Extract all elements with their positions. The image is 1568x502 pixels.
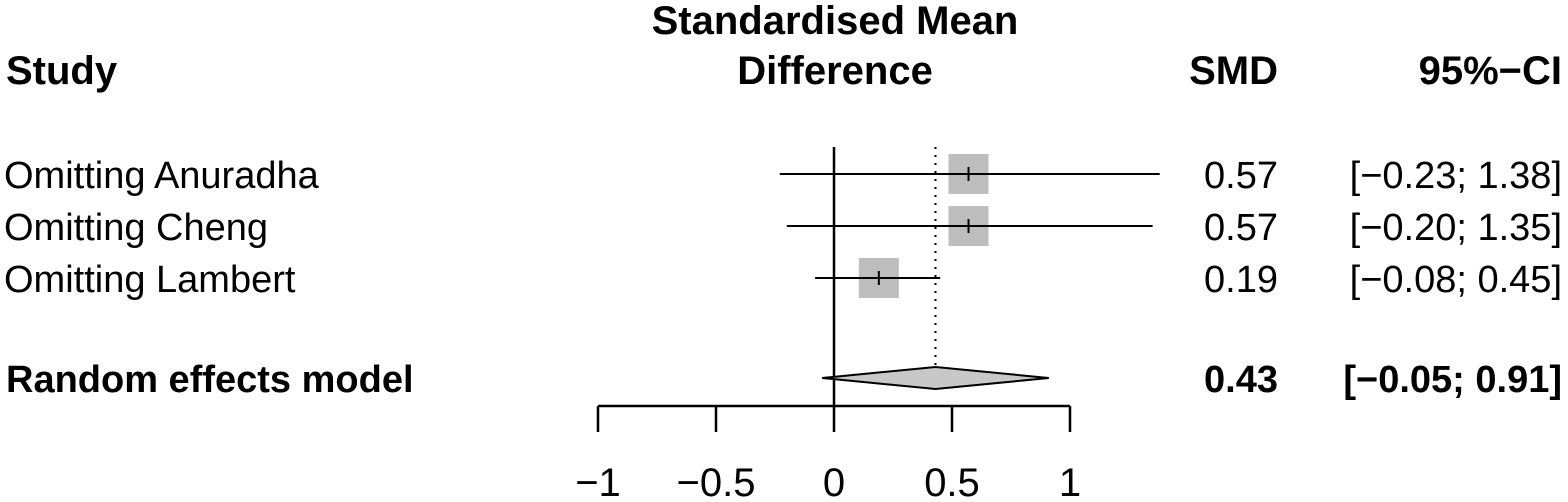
study-label-3: Omitting Lambert bbox=[4, 259, 296, 301]
column-header-ci: 95%−CI bbox=[1419, 49, 1562, 93]
smd-value-3: 0.19 bbox=[1204, 259, 1278, 301]
x-tick-label-5: 1 bbox=[1059, 461, 1081, 502]
ci-value-2: [−0.20; 1.35] bbox=[1350, 207, 1562, 249]
pooled-smd-value: 0.43 bbox=[1204, 359, 1278, 401]
x-tick-label-3: 0 bbox=[823, 461, 845, 502]
pooled-diamond bbox=[822, 365, 1049, 391]
title-line-2: Difference bbox=[737, 49, 933, 93]
ci-value-3: [−0.08; 0.45] bbox=[1350, 259, 1562, 301]
x-tick-label-1: −1 bbox=[575, 461, 621, 502]
x-tick-label-2: −0.5 bbox=[677, 461, 756, 502]
title-line-1: Standardised Mean bbox=[652, 0, 1019, 43]
column-header-smd: SMD bbox=[1189, 49, 1278, 93]
smd-value-2: 0.57 bbox=[1204, 207, 1278, 249]
column-header-study: Study bbox=[6, 49, 118, 93]
pooled-ci-value: [−0.05; 0.91] bbox=[1343, 359, 1562, 401]
ci-value-1: [−0.23; 1.38] bbox=[1350, 155, 1562, 197]
study-label-1: Omitting Anuradha bbox=[4, 155, 320, 197]
plot-area bbox=[596, 147, 1160, 432]
smd-value-1: 0.57 bbox=[1204, 155, 1278, 197]
x-tick-label-4: 0.5 bbox=[924, 461, 980, 502]
pooled-label: Random effects model bbox=[6, 359, 414, 401]
study-label-2: Omitting Cheng bbox=[4, 207, 268, 249]
